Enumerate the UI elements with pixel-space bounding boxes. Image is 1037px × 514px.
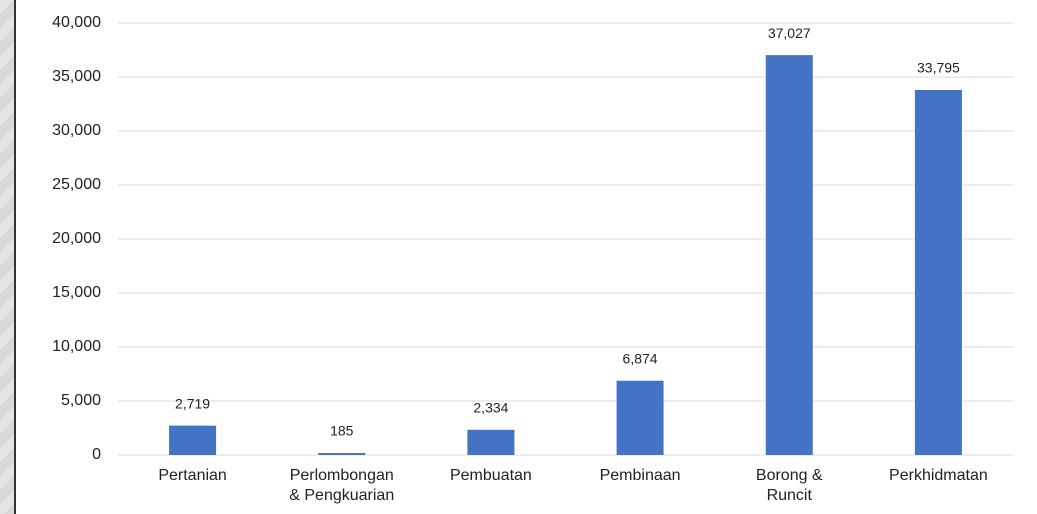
bar: [914, 90, 962, 455]
y-tick-label: 35,000: [52, 68, 101, 85]
x-tick-label: Pembinaan: [599, 467, 681, 484]
bar: [765, 55, 813, 455]
data-label: 2,719: [175, 395, 210, 411]
x-tick-label: Perkhidmatan: [889, 467, 988, 484]
y-tick-label: 0: [92, 446, 101, 463]
x-tick-label: Pembuatan: [449, 467, 532, 484]
bar: [467, 429, 515, 455]
bar: [616, 380, 664, 455]
side-strip: [0, 0, 16, 514]
y-tick-label: 40,000: [52, 14, 101, 31]
data-label: 33,795: [917, 60, 960, 76]
data-label: 37,027: [768, 25, 811, 41]
bar: [169, 425, 217, 455]
y-tick-label: 25,000: [52, 176, 101, 193]
y-tick-label: 20,000: [52, 230, 101, 247]
y-tick-label: 5,000: [61, 392, 101, 409]
y-tick-label: 30,000: [52, 122, 101, 139]
y-tick-label: 10,000: [52, 338, 101, 355]
data-label: 6,874: [623, 350, 658, 366]
x-tick-label: Perlombongan & Pengkuarian: [289, 467, 395, 504]
bar: [318, 453, 366, 455]
x-tick-label: Pertanian: [158, 467, 227, 484]
data-label: 185: [330, 423, 354, 439]
y-tick-label: 15,000: [52, 284, 101, 301]
x-tick-label: Borong & Runcit: [755, 467, 823, 504]
data-label: 2,334: [473, 399, 508, 415]
